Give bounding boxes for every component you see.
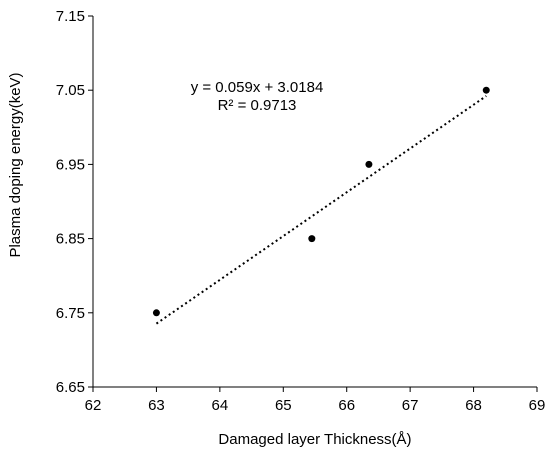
x-tick-label: 65 bbox=[275, 397, 292, 414]
data-point bbox=[308, 235, 316, 243]
x-tick-label: 66 bbox=[338, 397, 355, 414]
x-tick-labels: 62 63 64 65 66 67 68 69 bbox=[85, 397, 546, 414]
x-tick-label: 69 bbox=[529, 397, 546, 414]
x-tick-label: 68 bbox=[465, 397, 482, 414]
ticks bbox=[88, 15, 538, 392]
x-axis-title: Damaged layer Thickness(Å) bbox=[218, 431, 411, 448]
y-tick-label: 6.95 bbox=[56, 156, 85, 173]
trendline bbox=[155, 95, 487, 325]
trendline-r-squared: R² = 0.9713 bbox=[218, 97, 297, 114]
data-points bbox=[152, 86, 490, 317]
y-tick-label: 6.85 bbox=[56, 231, 85, 248]
x-tick-label: 63 bbox=[148, 397, 165, 414]
y-tick-labels: 6.65 6.75 6.85 6.95 7.05 7.15 bbox=[56, 8, 85, 396]
data-point bbox=[152, 309, 160, 317]
x-tick-label: 62 bbox=[85, 397, 102, 414]
y-tick-label: 7.05 bbox=[56, 82, 85, 99]
x-tick-label: 67 bbox=[402, 397, 419, 414]
y-tick-label: 6.65 bbox=[56, 379, 85, 396]
y-tick-label: 6.75 bbox=[56, 305, 85, 322]
axes bbox=[92, 16, 537, 388]
y-axis-title: Plasma doping energy(keV) bbox=[7, 72, 24, 257]
trendline-equation: y = 0.059x + 3.0184 bbox=[191, 79, 324, 96]
x-tick-label: 64 bbox=[212, 397, 229, 414]
y-tick-label: 7.15 bbox=[56, 8, 85, 25]
data-point bbox=[365, 160, 373, 168]
data-point bbox=[482, 86, 490, 94]
